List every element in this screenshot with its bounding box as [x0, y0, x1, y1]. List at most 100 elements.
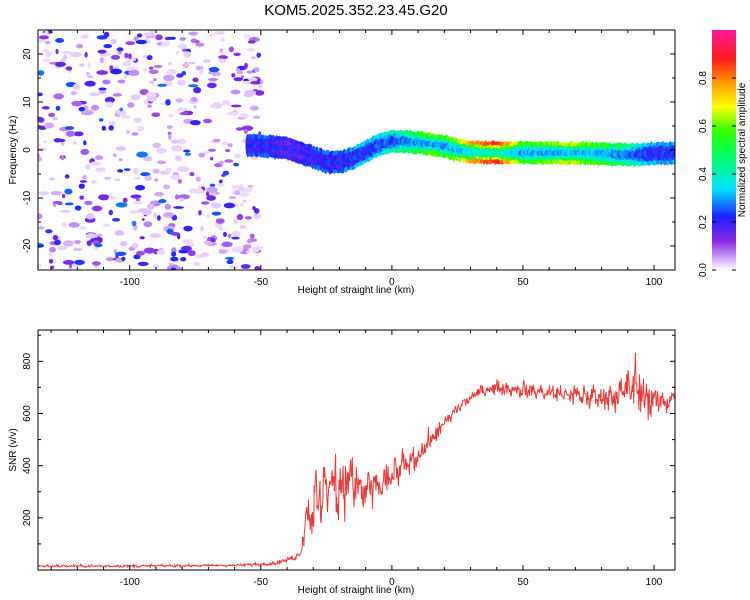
- colorbar-tick-label: 0.6: [698, 119, 709, 133]
- noise-cell: [61, 193, 66, 199]
- noise-cell: [193, 105, 197, 109]
- noise-cell: [220, 37, 225, 42]
- noise-cell: [249, 233, 255, 239]
- noise-cell: [44, 40, 51, 45]
- noise-cell: [209, 183, 216, 187]
- noise-cell: [123, 73, 128, 80]
- noise-cell: [188, 31, 199, 36]
- noise-cell: [117, 110, 127, 116]
- noise-cell: [153, 264, 160, 270]
- noise-cell: [250, 56, 256, 60]
- snr-xlabel: Height of straight line (km): [298, 585, 415, 596]
- noise-cell: [110, 38, 117, 45]
- noise-cell: [120, 115, 131, 119]
- noise-cell: [218, 58, 227, 64]
- noise-cell: [38, 117, 45, 123]
- colorbar-label: Normalized spectral amplitude: [737, 82, 748, 217]
- noise-cell: [201, 201, 210, 205]
- noise-cell: [38, 143, 42, 147]
- noise-cell: [151, 112, 161, 117]
- noise-cell: [221, 241, 233, 248]
- noise-cell: [230, 104, 242, 108]
- noise-cell: [109, 65, 114, 71]
- noise-cell: [108, 193, 113, 199]
- noise-cell: [219, 179, 223, 184]
- noise-cell: [230, 89, 241, 95]
- noise-cell: [120, 241, 128, 247]
- noise-cell: [73, 141, 77, 145]
- noise-cell: [253, 212, 262, 220]
- noise-cell: [229, 265, 239, 269]
- noise-cell: [110, 68, 123, 75]
- noise-cell: [115, 146, 126, 151]
- spectrogram-ylabel: Frequency (Hz): [8, 116, 19, 185]
- noise-cell: [137, 261, 149, 266]
- noise-cell: [168, 113, 174, 118]
- noise-cell: [244, 62, 248, 70]
- noise-cell: [231, 73, 236, 78]
- noise-cell: [254, 265, 261, 270]
- noise-cell: [180, 257, 187, 262]
- noise-cell: [114, 230, 125, 236]
- noise-cell: [211, 71, 221, 77]
- noise-cell: [188, 188, 198, 194]
- noise-cell: [242, 199, 247, 203]
- noise-cell: [199, 69, 204, 75]
- noise-cell: [91, 104, 100, 111]
- noise-cell: [130, 194, 142, 199]
- noise-cell: [149, 80, 154, 84]
- noise-cell: [209, 157, 214, 161]
- noise-cell: [223, 202, 236, 209]
- noise-cell: [224, 159, 234, 163]
- noise-cell: [244, 216, 253, 220]
- noise-cell: [136, 33, 143, 38]
- noise-cell: [192, 77, 199, 83]
- x-tick-label: -100: [120, 277, 140, 288]
- noise-cell: [227, 111, 237, 116]
- noise-cell: [205, 191, 210, 197]
- noise-cell: [203, 240, 212, 245]
- noise-cell: [92, 261, 101, 266]
- noise-cell: [181, 245, 192, 251]
- noise-cell: [61, 155, 65, 161]
- noise-cell: [136, 151, 148, 158]
- noise-cell: [122, 197, 128, 203]
- noise-cell: [188, 84, 199, 88]
- noise-cell: [198, 152, 206, 158]
- noise-cell: [235, 68, 241, 72]
- noise-cell: [170, 139, 181, 144]
- noise-cell: [82, 175, 87, 180]
- noise-cell: [157, 215, 161, 221]
- noise-cell: [130, 94, 141, 101]
- noise-cell: [233, 218, 239, 225]
- noise-cell: [101, 125, 107, 131]
- noise-cell: [38, 156, 43, 162]
- noise-cell: [202, 59, 211, 63]
- noise-cell: [141, 218, 145, 221]
- noise-cell: [78, 106, 86, 112]
- noise-cell: [177, 178, 182, 184]
- noise-cell: [103, 31, 110, 38]
- noise-cell: [152, 142, 162, 149]
- noise-cell: [102, 79, 111, 85]
- noise-cell: [59, 209, 71, 213]
- y-tick-label: 600: [22, 405, 33, 422]
- noise-cell: [166, 167, 172, 173]
- y-tick-label: 200: [22, 509, 33, 526]
- y-tick-label: 20: [22, 48, 33, 60]
- noise-cell: [231, 230, 241, 237]
- noise-cell: [158, 199, 167, 204]
- noise-cell: [143, 67, 147, 72]
- noise-cell: [223, 231, 227, 237]
- noise-cell: [171, 145, 183, 152]
- noise-cell: [179, 112, 189, 116]
- noise-cell: [166, 82, 173, 86]
- noise-cell: [74, 240, 81, 244]
- y-tick-label: 400: [22, 457, 33, 474]
- noise-cell: [117, 51, 123, 55]
- noise-cell: [98, 194, 110, 201]
- noise-cell: [112, 218, 121, 222]
- y-tick-label: 800: [22, 353, 33, 370]
- noise-cell: [135, 39, 147, 45]
- noise-cell: [127, 102, 135, 108]
